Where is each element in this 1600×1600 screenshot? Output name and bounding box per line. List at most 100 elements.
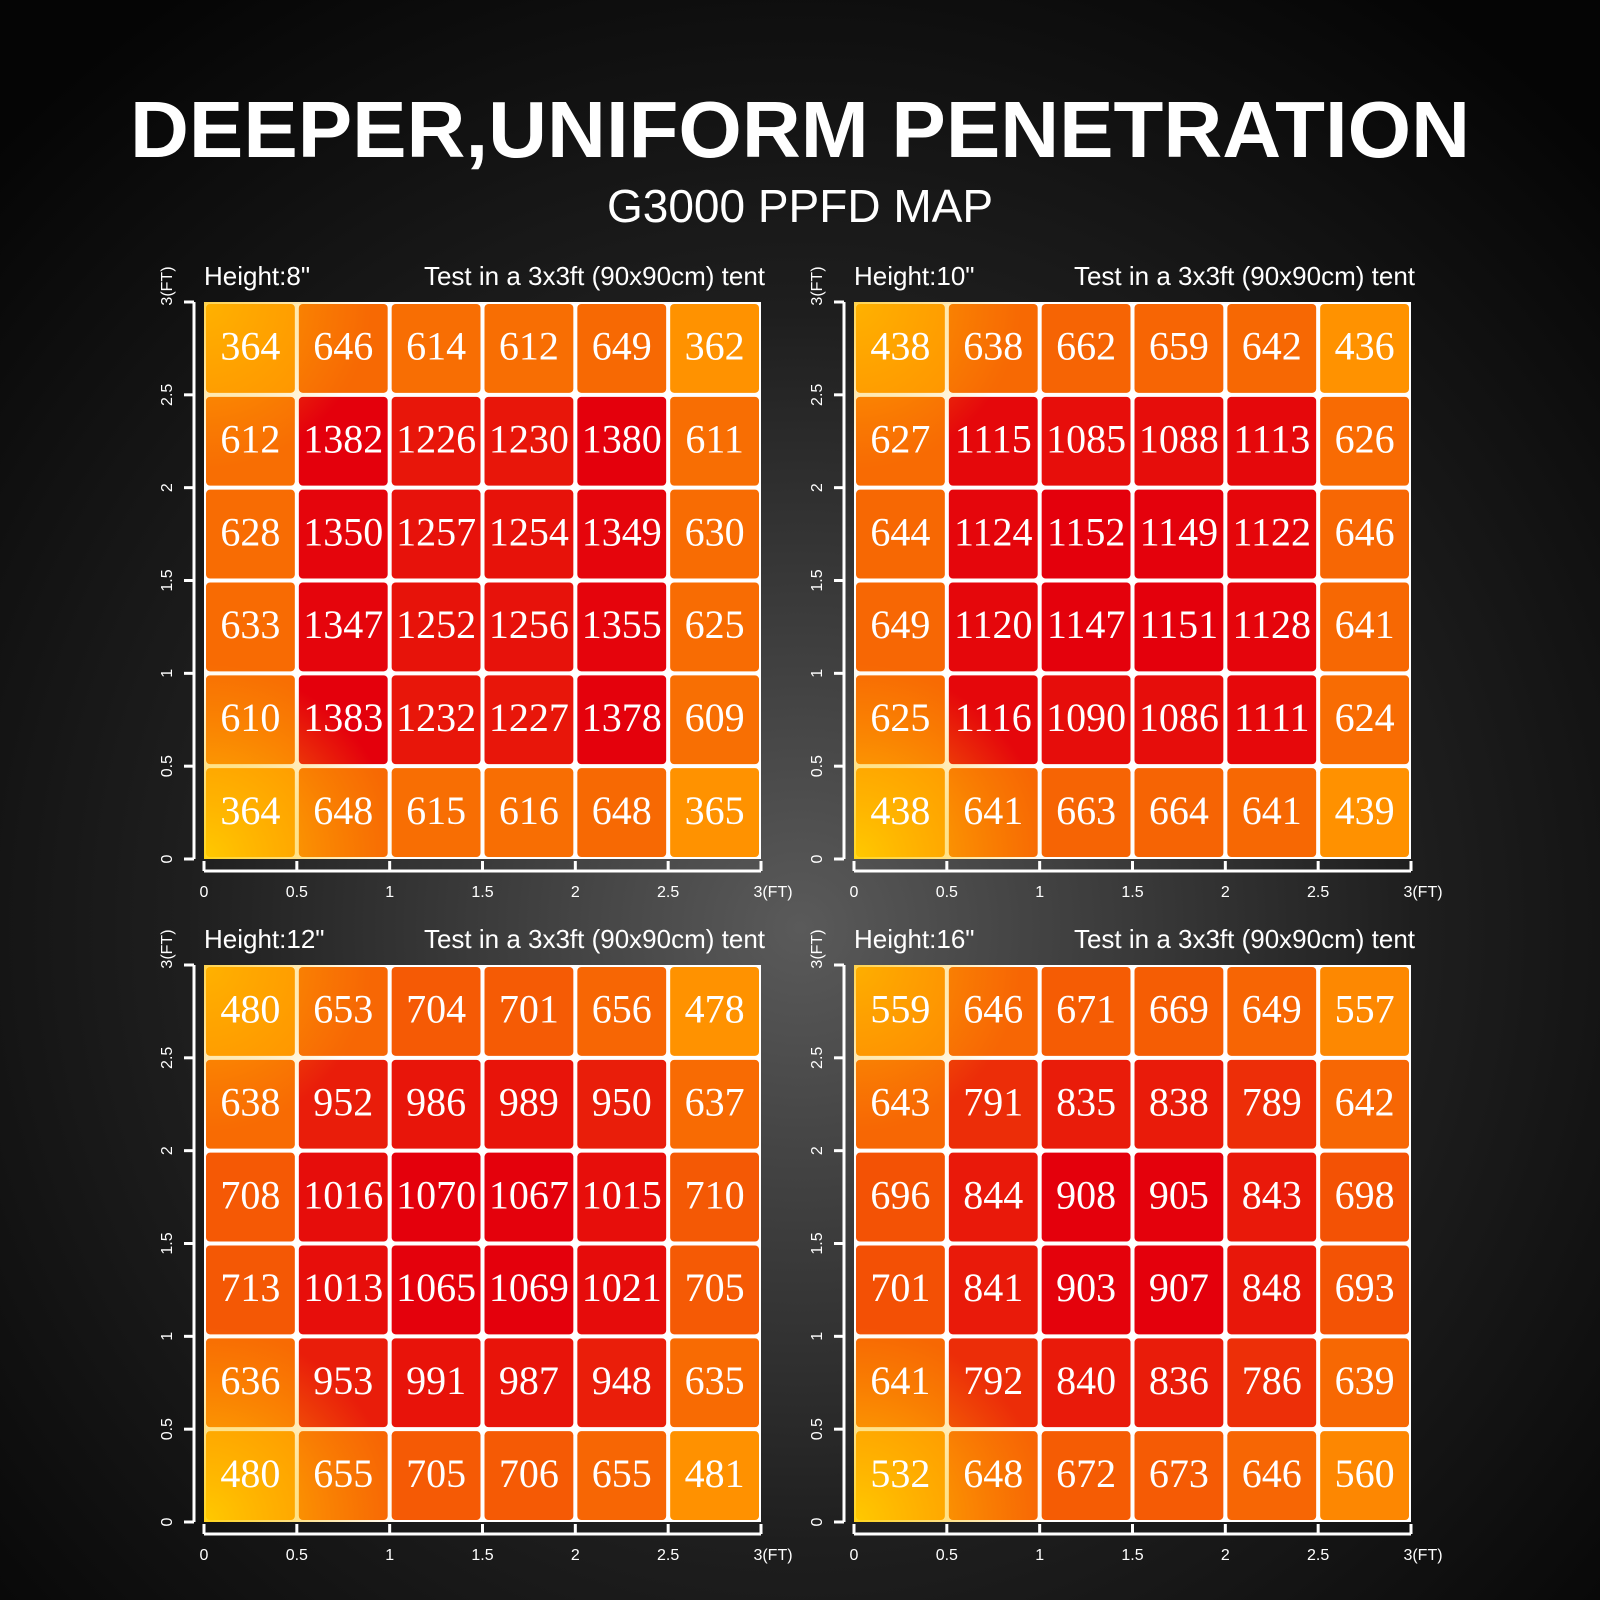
cell-value: 1147	[1047, 602, 1126, 647]
x-tick-label: 1.5	[471, 1547, 493, 1564]
cell-value: 786	[1242, 1358, 1302, 1403]
cell-value: 952	[313, 1079, 373, 1124]
cell-value: 646	[1335, 509, 1395, 554]
cell-value: 646	[963, 987, 1023, 1032]
cell-value: 696	[870, 1172, 930, 1217]
cell-value: 439	[1335, 788, 1395, 833]
cell-value: 557	[1335, 987, 1395, 1032]
cell-value: 630	[685, 509, 745, 554]
cell-value: 611	[685, 416, 744, 461]
cell-value: 987	[499, 1358, 559, 1403]
cell-value: 1120	[954, 602, 1033, 647]
cell-value: 628	[220, 509, 280, 554]
x-tick-label: 3(FT)	[1403, 884, 1442, 901]
panel-subtitle: Test in a 3x3ft (90x90cm) tent	[1074, 261, 1416, 291]
cell-value: 641	[870, 1358, 930, 1403]
cell-value: 953	[313, 1358, 373, 1403]
cell-value: 639	[1335, 1358, 1395, 1403]
y-tick-label: 3(FT)	[159, 929, 176, 968]
x-tick-label: 2.5	[657, 884, 679, 901]
cell-value: 364	[220, 788, 280, 833]
y-tick-label: 3(FT)	[809, 266, 826, 305]
cell-value: 1085	[1046, 416, 1126, 461]
x-tick-label: 1.5	[1121, 884, 1143, 901]
cell-value: 480	[220, 1451, 280, 1496]
cell-value: 908	[1056, 1172, 1116, 1217]
cell-value: 636	[220, 1358, 280, 1403]
cell-value: 701	[499, 987, 559, 1032]
cell-value: 1115	[955, 416, 1032, 461]
cell-value: 1349	[582, 509, 662, 554]
x-tick-label: 3(FT)	[753, 1547, 792, 1564]
y-tick-label: 1	[159, 1332, 176, 1341]
x-tick-label: 1.5	[471, 884, 493, 901]
cell-value: 669	[1149, 987, 1209, 1032]
cell-value: 907	[1149, 1265, 1209, 1310]
cell-value: 610	[220, 695, 280, 740]
cell-value: 1232	[396, 695, 476, 740]
cell-value: 1252	[396, 602, 476, 647]
panel-title: Height:8"	[204, 261, 310, 291]
y-tick-label: 3(FT)	[809, 929, 826, 968]
y-tick-label: 3(FT)	[159, 266, 176, 305]
cell-value: 625	[685, 602, 745, 647]
cell-value: 706	[499, 1451, 559, 1496]
page-title: DEEPER,UNIFORM PENETRATION	[130, 85, 1470, 174]
cell-value: 648	[963, 1451, 1023, 1496]
y-tick-label: 0.5	[159, 1418, 176, 1440]
x-tick-label: 0	[850, 884, 859, 901]
cell-value: 693	[1335, 1265, 1395, 1310]
cell-value: 1113	[1233, 416, 1310, 461]
cell-value: 836	[1149, 1358, 1209, 1403]
cell-value: 1383	[303, 695, 383, 740]
cell-value: 950	[592, 1079, 652, 1124]
cell-value: 609	[685, 695, 745, 740]
cell-value: 478	[685, 987, 745, 1032]
x-tick-label: 1	[385, 1547, 394, 1564]
y-tick-label: 0	[159, 1517, 176, 1526]
y-tick-label: 1.5	[809, 1232, 826, 1254]
y-tick-label: 2	[159, 483, 176, 492]
y-tick-label: 1.5	[809, 569, 826, 591]
x-tick-label: 0.5	[936, 1547, 958, 1564]
cell-value: 1116	[955, 695, 1032, 740]
cell-value: 701	[870, 1265, 930, 1310]
y-tick-label: 2.5	[809, 1047, 826, 1069]
cell-value: 532	[870, 1451, 930, 1496]
y-tick-label: 0.5	[809, 1418, 826, 1440]
cell-value: 843	[1242, 1172, 1302, 1217]
cell-value: 835	[1056, 1079, 1116, 1124]
cell-value: 848	[1242, 1265, 1302, 1310]
y-tick-label: 0	[809, 854, 826, 863]
y-tick-label: 1	[809, 1332, 826, 1341]
x-tick-label: 1	[385, 884, 394, 901]
cell-value: 672	[1056, 1451, 1116, 1496]
cell-value: 438	[870, 324, 930, 369]
cell-value: 986	[406, 1079, 466, 1124]
cell-value: 627	[870, 416, 930, 461]
x-tick-label: 3(FT)	[1403, 1547, 1442, 1564]
panel-subtitle: Test in a 3x3ft (90x90cm) tent	[1074, 924, 1416, 954]
cell-value: 365	[685, 788, 745, 833]
cell-value: 659	[1149, 324, 1209, 369]
cell-value: 436	[1335, 324, 1395, 369]
cell-value: 989	[499, 1079, 559, 1124]
cell-value: 649	[1242, 987, 1302, 1032]
cell-value: 646	[1242, 1451, 1302, 1496]
panel-title: Height:16"	[854, 924, 975, 954]
cell-value: 653	[313, 987, 373, 1032]
cell-value: 626	[1335, 416, 1395, 461]
cell-value: 364	[220, 324, 280, 369]
panel-subtitle: Test in a 3x3ft (90x90cm) tent	[424, 924, 766, 954]
cell-value: 789	[1242, 1079, 1302, 1124]
cell-value: 1230	[489, 416, 569, 461]
x-tick-label: 2	[1221, 1547, 1230, 1564]
cell-value: 649	[870, 602, 930, 647]
panel-title: Height:12"	[204, 924, 325, 954]
cell-value: 710	[685, 1172, 745, 1217]
cell-value: 1069	[489, 1265, 569, 1310]
cell-value: 1128	[1232, 602, 1311, 647]
cell-value: 1350	[303, 509, 383, 554]
cell-value: 643	[870, 1079, 930, 1124]
page-subtitle: G3000 PPFD MAP	[607, 180, 993, 232]
